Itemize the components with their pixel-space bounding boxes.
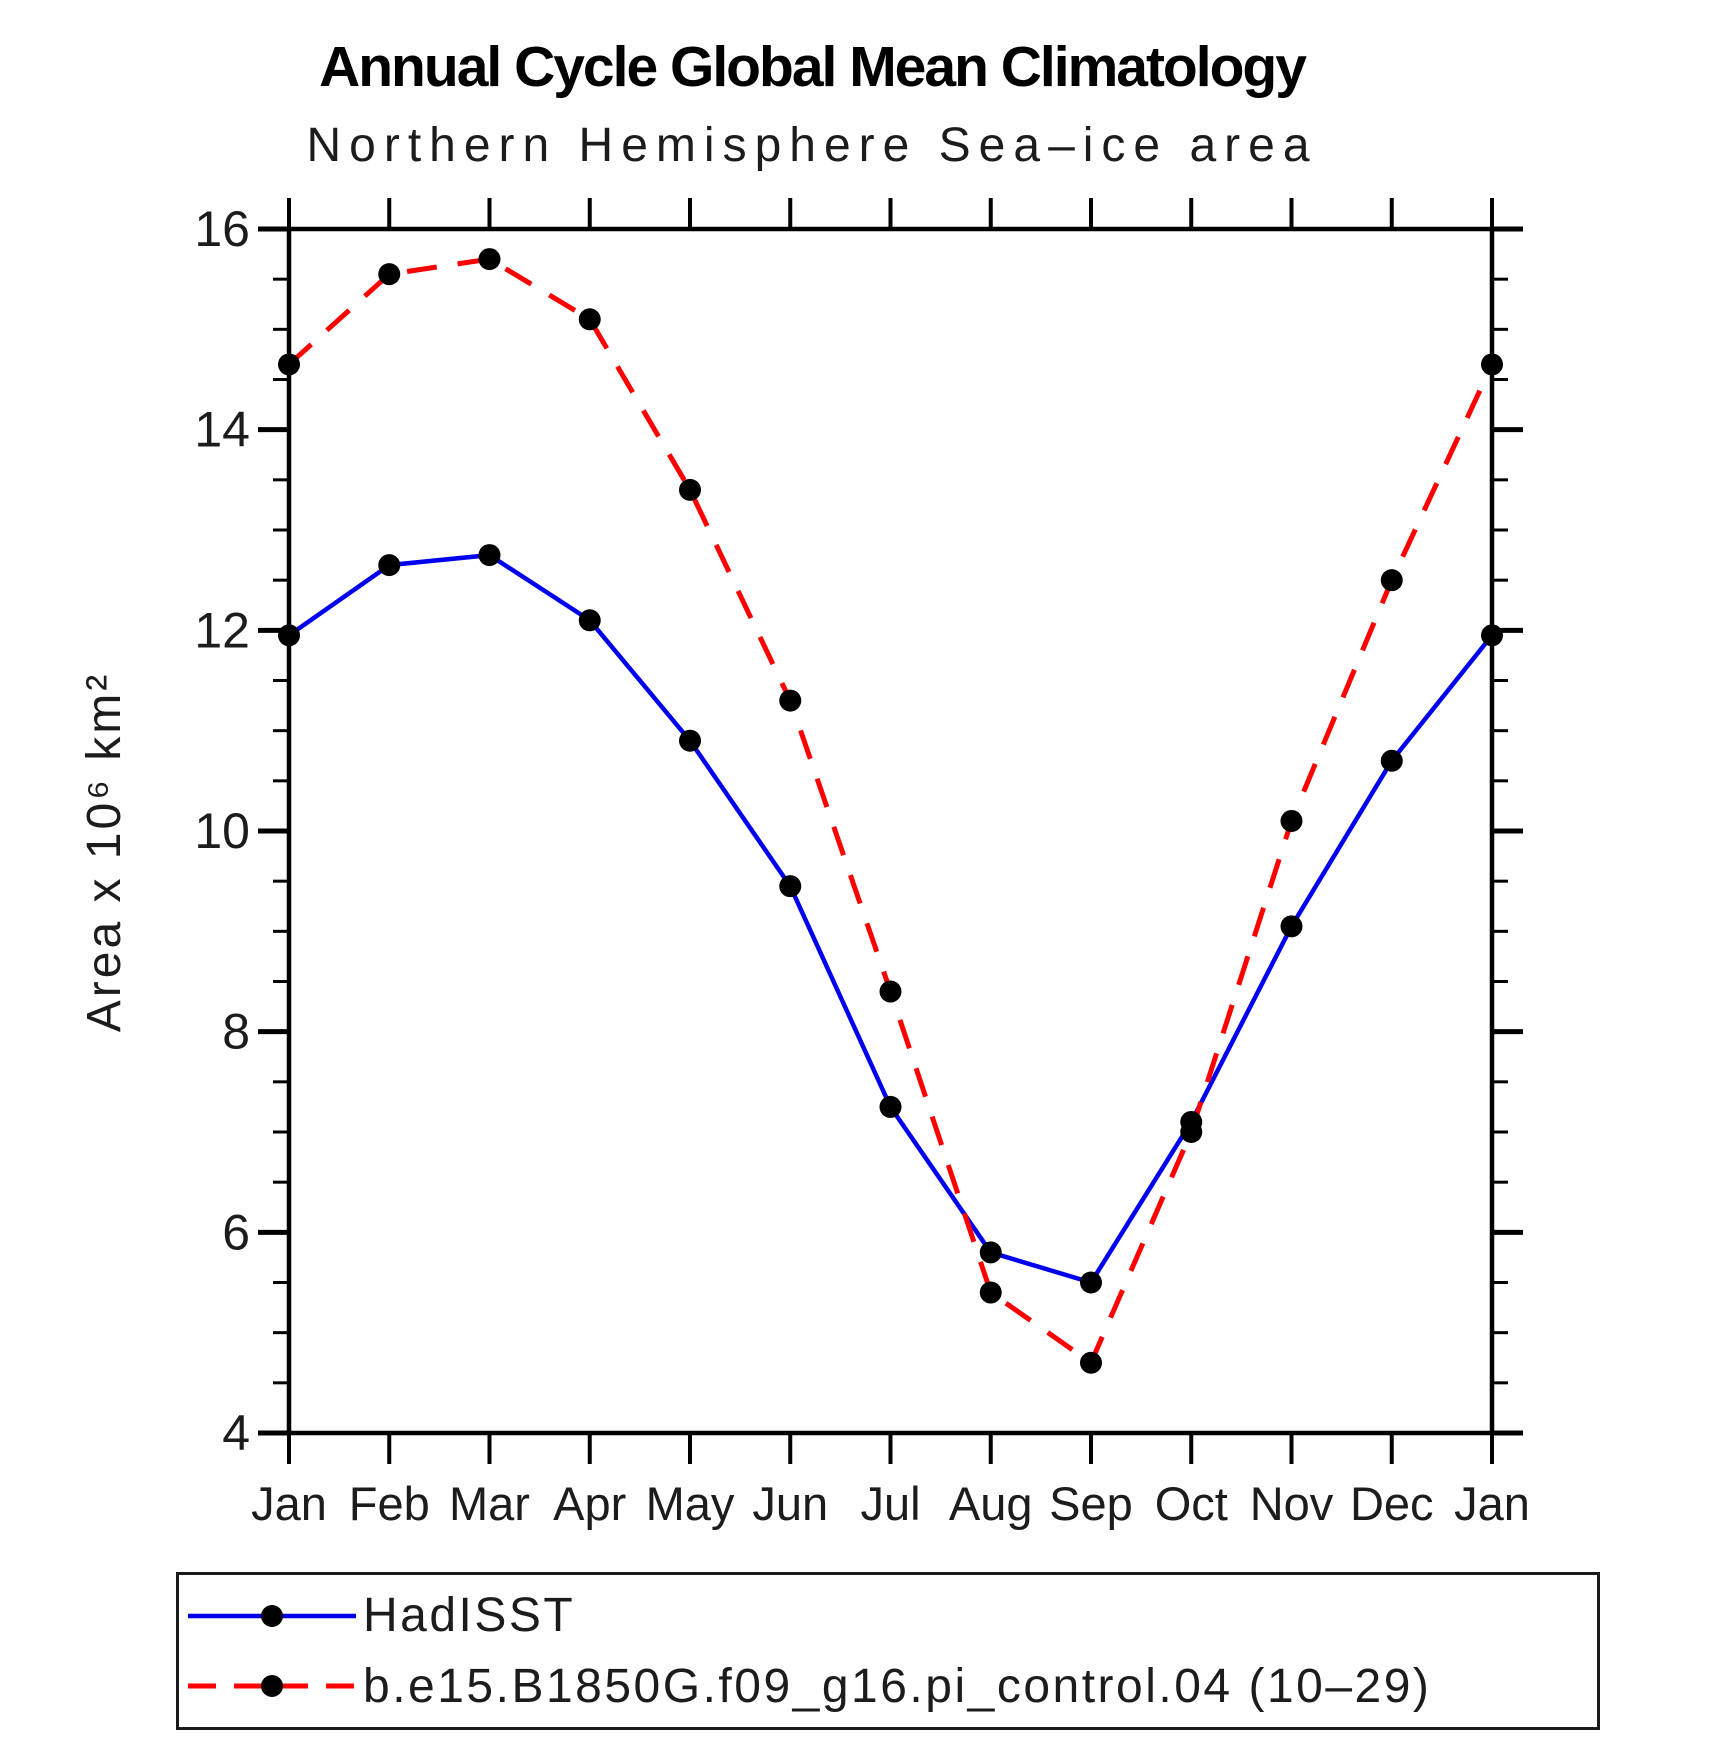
legend-row-model: b.e15.B1850G.f09_g16.pi_control.04 (10–2… xyxy=(179,1656,1597,1716)
x-tick-label: Aug xyxy=(949,1477,1033,1530)
data-point-model xyxy=(578,308,601,331)
y-tick-label: 10 xyxy=(194,803,250,859)
data-point-hadisst xyxy=(1481,624,1503,647)
x-tick-label: Oct xyxy=(1155,1477,1228,1530)
data-point-hadisst xyxy=(979,1241,1002,1264)
data-point-model xyxy=(679,478,701,501)
legend-swatch-hadisst-line-icon xyxy=(188,1604,356,1627)
data-point-model xyxy=(278,353,300,376)
x-tick-label: Dec xyxy=(1350,1477,1434,1530)
plot-border xyxy=(286,226,1495,1436)
data-point-hadisst xyxy=(478,544,501,567)
legend-label-hadisst: HadISST xyxy=(363,1589,576,1643)
data-point-model xyxy=(879,980,902,1003)
legend-row-hadisst: HadISST xyxy=(179,1586,1597,1646)
x-tick-label: Nov xyxy=(1250,1477,1334,1530)
x-tick-label: Feb xyxy=(349,1477,430,1530)
data-point-model xyxy=(979,1281,1002,1304)
data-point-hadisst xyxy=(879,1095,902,1118)
data-point-model xyxy=(1481,353,1503,376)
data-point-model xyxy=(478,248,501,271)
data-point-model xyxy=(779,689,802,712)
data-point-hadisst xyxy=(779,875,802,898)
data-point-hadisst xyxy=(578,609,601,632)
data-point-hadisst xyxy=(1080,1271,1102,1294)
x-tick-label: Jan xyxy=(1454,1477,1530,1530)
y-tick-label: 4 xyxy=(222,1405,250,1461)
y-tick-label: 16 xyxy=(194,201,250,257)
chart-title: Annual Cycle Global Mean Climatology xyxy=(319,35,1307,99)
data-point-model xyxy=(1280,809,1303,832)
x-tick-label: Jul xyxy=(860,1477,920,1530)
data-point-hadisst xyxy=(1380,749,1403,772)
series-line-hadisst xyxy=(287,552,1494,1286)
series-line-model xyxy=(287,256,1495,1367)
x-tick-label: Jan xyxy=(251,1477,327,1530)
data-point-model xyxy=(1380,569,1403,592)
legend-box: HadISST b.e15.B1850G.f09_g16.pi_control.… xyxy=(176,1572,1600,1730)
data-point-model xyxy=(378,263,401,286)
data-point-model xyxy=(1080,1351,1102,1374)
y-tick-label: 6 xyxy=(222,1204,250,1260)
y-tick-label: 14 xyxy=(194,402,250,458)
x-tick-label: Apr xyxy=(553,1477,626,1530)
data-point-hadisst xyxy=(679,729,701,752)
legend-label-model: b.e15.B1850G.f09_g16.pi_control.04 (10–2… xyxy=(363,1659,1432,1713)
data-point-model xyxy=(1180,1121,1203,1143)
x-tick-label: May xyxy=(646,1477,735,1530)
x-tick-label: Sep xyxy=(1049,1477,1133,1530)
y-tick-label: 12 xyxy=(194,602,250,658)
x-tick-label: Mar xyxy=(449,1477,530,1530)
chart-subtitle: Northern Hemisphere Sea–ice area xyxy=(306,119,1318,172)
y-axis-title: Area x 10⁶ km² xyxy=(78,672,131,1033)
data-point-hadisst xyxy=(378,554,401,577)
y-tick-label: 8 xyxy=(222,1004,250,1060)
x-tick-label: Jun xyxy=(752,1477,828,1530)
legend-swatch-model-dashed-line-icon xyxy=(188,1675,356,1698)
data-point-hadisst xyxy=(278,624,300,647)
data-point-hadisst xyxy=(1280,915,1303,938)
